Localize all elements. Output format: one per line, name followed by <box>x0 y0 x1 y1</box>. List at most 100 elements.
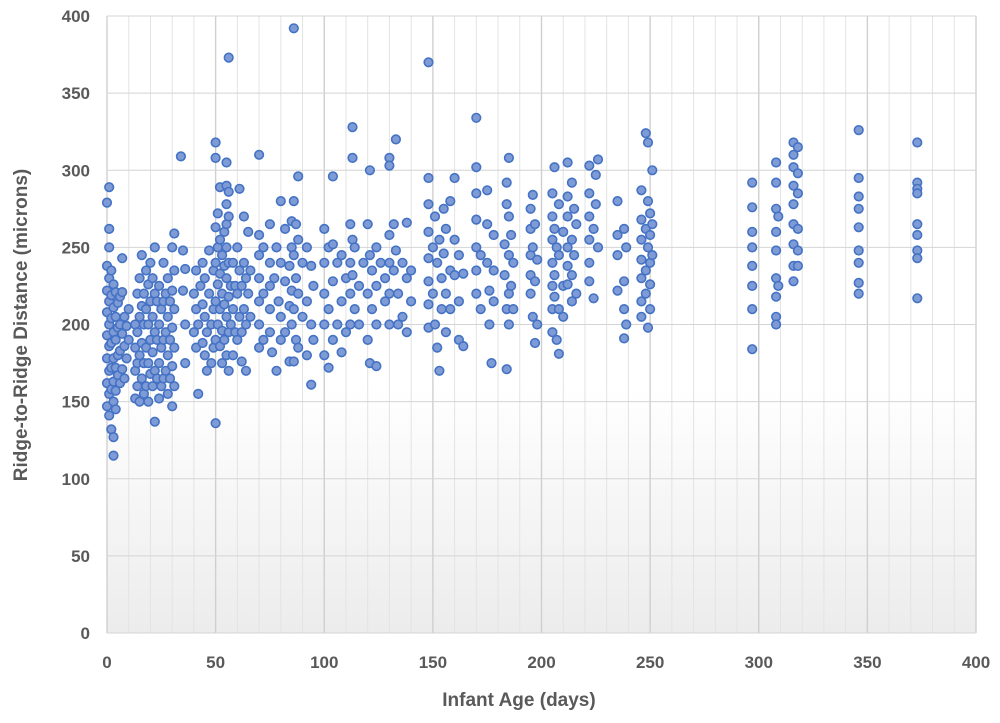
data-point <box>327 276 339 287</box>
data-point <box>773 280 784 292</box>
data-point <box>243 226 254 237</box>
data-point <box>143 319 154 330</box>
data-point <box>217 250 228 261</box>
data-point <box>154 319 165 330</box>
data-point <box>234 311 245 322</box>
data-point <box>340 327 352 338</box>
data-point <box>280 276 291 287</box>
data-point <box>558 226 569 237</box>
data-point <box>271 365 282 376</box>
data-point <box>484 319 495 330</box>
data-point <box>612 285 623 296</box>
data-point <box>792 188 804 199</box>
data-point <box>134 273 145 284</box>
data-point <box>506 229 517 241</box>
data-point <box>323 362 334 373</box>
data-point <box>347 121 358 133</box>
data-point <box>119 373 130 384</box>
data-point <box>471 288 482 299</box>
data-point <box>240 365 252 376</box>
data-point <box>747 304 758 315</box>
data-point <box>201 327 212 338</box>
data-point <box>254 296 265 307</box>
y-tick-label: 150 <box>62 393 90 412</box>
data-point <box>588 293 599 304</box>
data-point <box>117 287 128 298</box>
data-point <box>371 242 382 253</box>
data-point <box>434 365 445 376</box>
data-point <box>332 319 343 330</box>
data-point <box>440 288 452 299</box>
data-point <box>445 304 456 315</box>
data-point <box>254 250 265 261</box>
data-point <box>167 322 178 333</box>
data-point <box>221 311 232 322</box>
y-tick-label: 50 <box>71 547 90 566</box>
data-point <box>234 183 245 194</box>
data-point <box>210 296 221 307</box>
data-point <box>747 177 758 188</box>
data-point <box>323 304 334 315</box>
data-point <box>366 265 378 276</box>
data-point <box>508 257 519 268</box>
data-point <box>288 304 299 315</box>
data-point <box>388 219 399 230</box>
data-point <box>484 285 495 296</box>
data-point <box>482 219 493 230</box>
data-point <box>232 242 243 253</box>
data-point <box>306 260 317 272</box>
data-point <box>636 234 647 245</box>
data-point <box>371 361 382 372</box>
data-point <box>271 242 282 253</box>
y-tick-labels: 0 50 100 150 200 250 300 350 400 <box>62 7 90 643</box>
data-point <box>571 219 582 230</box>
data-point <box>254 229 265 241</box>
data-point <box>293 234 304 245</box>
data-point <box>188 327 199 338</box>
data-point <box>275 334 286 346</box>
data-point <box>134 311 145 322</box>
data-point <box>293 288 304 299</box>
data-point <box>384 160 395 171</box>
data-point <box>380 296 391 307</box>
data-point <box>618 304 630 315</box>
data-point <box>180 358 191 369</box>
data-point <box>642 242 654 253</box>
data-point <box>345 319 356 330</box>
data-point <box>584 211 595 222</box>
data-point <box>158 257 169 268</box>
gridlines <box>106 15 977 634</box>
data-point <box>453 296 465 307</box>
data-point <box>290 273 302 284</box>
data-point <box>319 223 330 234</box>
data-point <box>853 245 864 256</box>
data-point <box>197 299 208 310</box>
data-point <box>254 149 265 160</box>
data-point <box>227 350 239 361</box>
data-point <box>792 223 804 234</box>
data-point <box>327 239 339 250</box>
data-point <box>612 250 623 261</box>
data-point <box>240 319 252 330</box>
data-point <box>549 291 560 302</box>
data-point <box>423 276 434 287</box>
data-point <box>141 265 152 276</box>
data-point <box>108 450 119 461</box>
data-point <box>301 242 313 253</box>
data-point <box>438 203 449 214</box>
data-point <box>499 270 510 281</box>
data-point <box>393 319 404 330</box>
data-point <box>486 358 497 369</box>
data-point <box>101 197 113 208</box>
data-point <box>547 211 558 222</box>
data-point <box>264 219 276 230</box>
data-point <box>223 365 234 376</box>
data-point <box>566 270 578 281</box>
data-point <box>177 285 189 296</box>
data-point <box>432 342 443 353</box>
data-point <box>499 239 510 250</box>
data-point <box>117 328 128 339</box>
data-point <box>149 242 160 253</box>
data-point <box>199 311 210 322</box>
data-point <box>117 253 128 264</box>
